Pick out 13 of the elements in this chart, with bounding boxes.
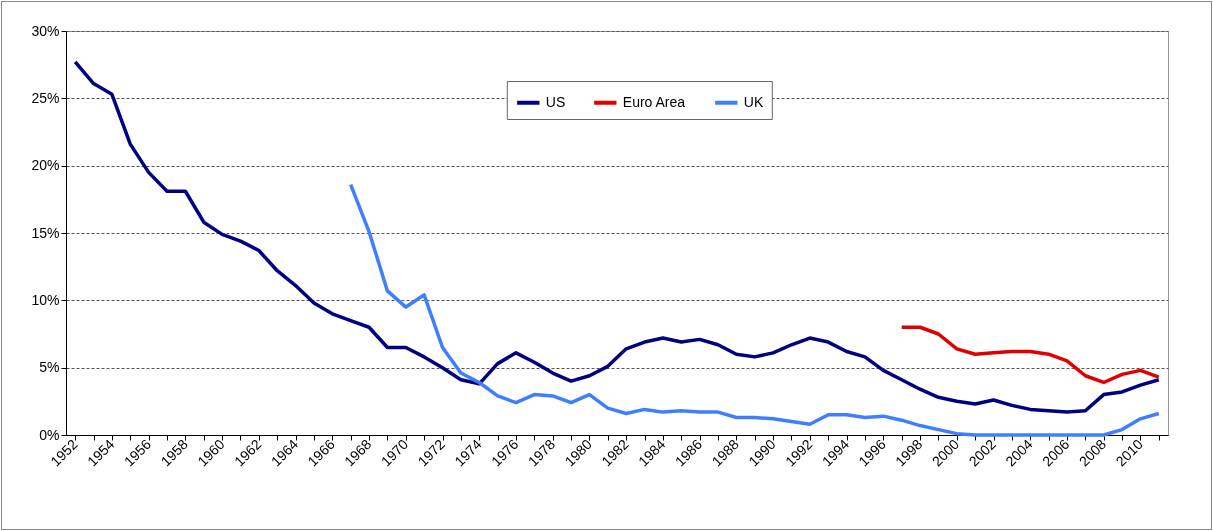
line-series xyxy=(899,325,1161,385)
y-tick-label: 25% xyxy=(31,89,60,106)
y-tick-label: 20% xyxy=(31,157,60,174)
y-tick-label: 10% xyxy=(31,291,60,308)
y-tick-label: 5% xyxy=(39,359,60,376)
legend-label: US xyxy=(545,93,566,110)
line-series xyxy=(73,60,1161,414)
y-tick-label: 30% xyxy=(31,22,60,39)
y-tick-label: 0% xyxy=(39,426,60,443)
line-series xyxy=(348,182,1161,437)
y-tick-label: 15% xyxy=(31,224,60,241)
legend-label: UK xyxy=(743,93,764,110)
legend-label: Euro Area xyxy=(622,93,686,110)
